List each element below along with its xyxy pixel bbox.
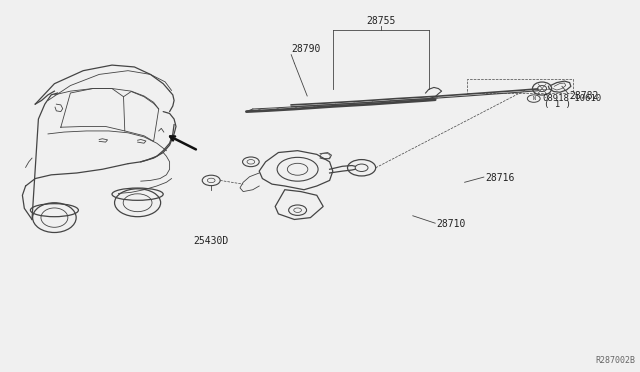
Text: 25430D: 25430D — [193, 236, 229, 246]
Text: R287002B: R287002B — [595, 356, 635, 365]
Text: ( 1 ): ( 1 ) — [544, 100, 571, 109]
Text: N: N — [532, 96, 535, 101]
Text: 28782: 28782 — [570, 91, 599, 100]
Text: 08918-10610: 08918-10610 — [542, 94, 601, 103]
Text: 28755: 28755 — [366, 16, 396, 26]
Text: 28790: 28790 — [291, 44, 321, 54]
Text: 28716: 28716 — [485, 173, 515, 183]
Text: 28710: 28710 — [436, 219, 466, 229]
